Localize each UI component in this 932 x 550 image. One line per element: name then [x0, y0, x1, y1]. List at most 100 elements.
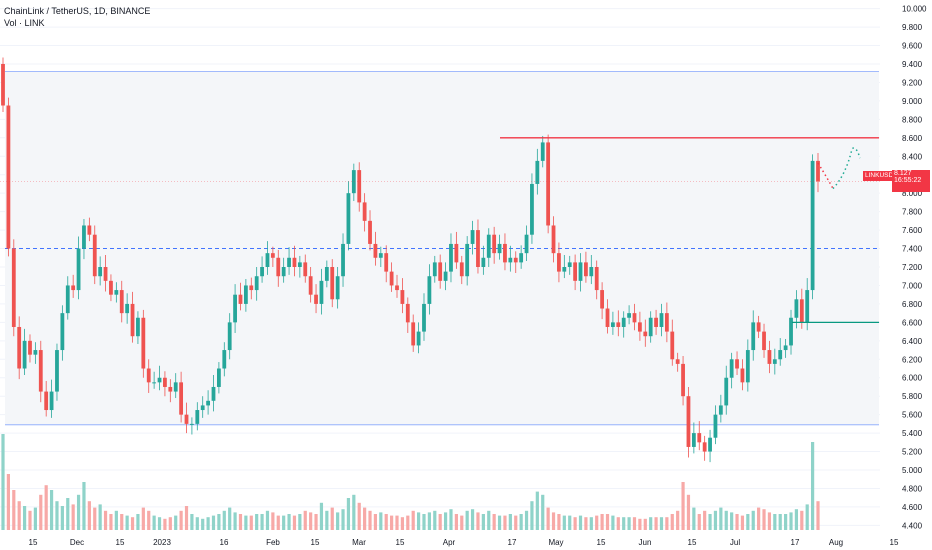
volume-bar: [211, 515, 216, 530]
candle: [297, 255, 302, 278]
volume-bar: [789, 512, 793, 530]
candle: [87, 217, 92, 242]
volume-bar: [98, 504, 102, 530]
volume-bar: [125, 515, 129, 530]
candle: [562, 255, 567, 279]
time-tick-label: 15: [116, 538, 125, 547]
candle: [465, 236, 470, 286]
candle: [11, 239, 16, 337]
time-axis[interactable]: 15 Dec 15 2023 16 Feb 15 Mar 15 Apr 17 May 15 Jun 15 Ju…: [0, 534, 932, 550]
volume-bar: [627, 517, 631, 530]
candle: [416, 322, 421, 354]
volume-bar: [654, 517, 658, 530]
volume-bar: [665, 517, 669, 530]
volume-bar: [719, 507, 723, 530]
volume-bar: [363, 507, 367, 530]
volume-indicator-title[interactable]: Vol · LINK: [4, 18, 45, 28]
volume-bar: [60, 506, 64, 530]
volume-bar: [28, 510, 32, 530]
volume-bar: [71, 504, 75, 530]
volume-bar: [616, 517, 620, 530]
volume-bar: [346, 498, 351, 530]
candle: [254, 267, 259, 301]
price-tick-label: 4.800: [902, 484, 923, 493]
candle: [432, 255, 437, 283]
time-tick-label: 15: [29, 538, 38, 547]
candle: [351, 163, 356, 202]
volume-bar: [724, 510, 728, 530]
price-tick-label: 8.600: [902, 134, 923, 143]
candle: [805, 278, 810, 331]
candle: [589, 255, 594, 285]
candle: [276, 249, 281, 287]
candle: [691, 422, 696, 454]
volume-bar: [622, 517, 626, 530]
candle: [681, 356, 685, 406]
symbol-title[interactable]: ChainLink / TetherUS, 1D, BINANCE: [4, 6, 151, 16]
volume-bar: [314, 514, 318, 530]
volume-bar: [157, 517, 162, 530]
last-price-value: 8.127: [894, 170, 912, 177]
time-tick-label: Jun: [639, 538, 652, 547]
candle: [206, 390, 210, 415]
candle: [654, 309, 658, 335]
candle: [443, 262, 448, 291]
volume-bar: [470, 509, 475, 530]
candle: [778, 338, 783, 366]
key-levels: [0, 137, 880, 323]
candle: [519, 245, 524, 269]
price-tick-label: 7.000: [902, 281, 923, 290]
volume-bar: [336, 512, 340, 530]
time-tick-label: 15: [688, 538, 697, 547]
volume-bar: [141, 507, 145, 530]
price-tick-label: 8.000: [902, 189, 923, 198]
candle: [762, 323, 766, 358]
volume-bar: [427, 512, 431, 530]
volume-bar: [260, 514, 264, 530]
candle: [362, 193, 367, 232]
candle: [486, 228, 491, 267]
candle: [270, 246, 275, 267]
candle: [535, 148, 540, 195]
candle: [103, 255, 108, 292]
volume-bar: [12, 490, 16, 530]
projection-path: [817, 147, 861, 190]
candle: [594, 260, 599, 300]
candle: [38, 340, 43, 403]
volume-bar: [784, 514, 788, 530]
time-axis-background: [0, 534, 932, 550]
time-tick-label: 15: [311, 538, 320, 547]
price-tick-label: 7.600: [902, 226, 923, 235]
candle: [546, 134, 551, 234]
volume-bar: [6, 474, 10, 530]
candle: [314, 284, 318, 314]
candle: [702, 435, 707, 461]
candle: [675, 352, 680, 372]
candle: [17, 316, 22, 380]
volume-bar: [395, 515, 399, 530]
volume-bar: [82, 482, 86, 530]
volume-bar: [400, 517, 405, 530]
candle: [476, 219, 480, 274]
volume-bar: [44, 485, 48, 530]
volume-bar: [292, 515, 297, 530]
volume-bar: [190, 514, 194, 530]
volume-bar: [49, 490, 54, 530]
candle: [28, 334, 32, 363]
candle: [125, 293, 130, 324]
price-axis[interactable]: 4.400 4.600 4.800 5.000 5.200 5.400 5.600 5.800…: [884, 0, 932, 550]
candle: [632, 303, 637, 331]
volume-bar: [805, 504, 809, 530]
volume-bar: [93, 507, 97, 530]
candle: [513, 251, 518, 273]
last-price-label: 8.127 16:55:22: [892, 170, 930, 192]
volume-bar: [546, 507, 550, 530]
candle: [114, 282, 119, 303]
candle: [459, 255, 464, 285]
candle: [49, 379, 54, 418]
candle: [33, 342, 38, 364]
candle: [200, 396, 205, 418]
candle: [600, 282, 605, 320]
candle: [222, 342, 227, 377]
